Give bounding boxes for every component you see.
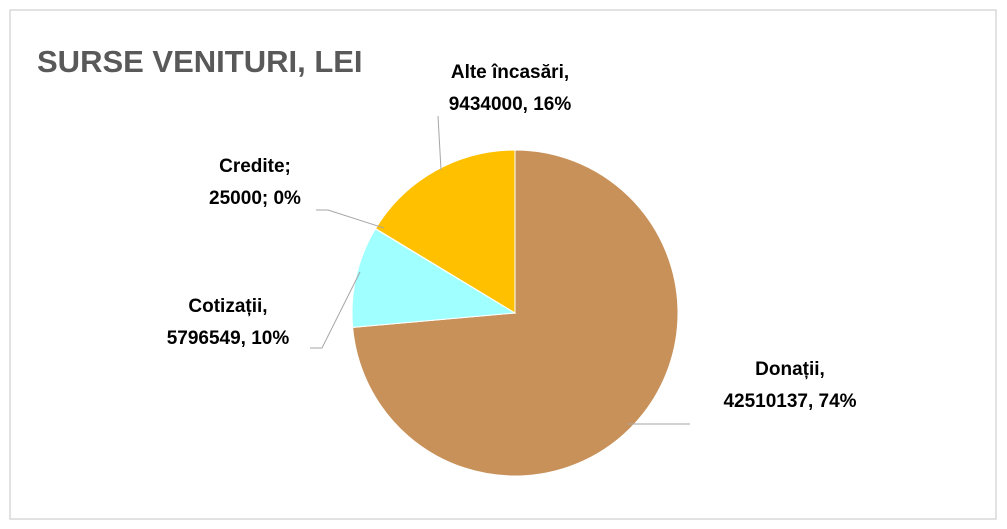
data-label: 25000; 0% bbox=[209, 188, 301, 209]
data-label: 5796549, 10% bbox=[167, 328, 290, 349]
data-label-category: Alte încasări, bbox=[451, 62, 569, 83]
leader-line bbox=[316, 209, 385, 229]
pie-slice bbox=[374, 149, 516, 314]
leader-line bbox=[437, 115, 442, 171]
data-label-category: Donații, bbox=[755, 359, 825, 380]
data-label-category: Cotizații, bbox=[188, 296, 267, 317]
leader-line bbox=[310, 271, 361, 349]
data-label: 9434000, 16% bbox=[449, 94, 572, 115]
pie-slice bbox=[351, 228, 517, 328]
chart-title: SURSE VENITURI, LEI bbox=[37, 44, 363, 79]
data-label-category: Credite; bbox=[219, 156, 291, 177]
data-label: 42510137, 74% bbox=[723, 391, 856, 412]
